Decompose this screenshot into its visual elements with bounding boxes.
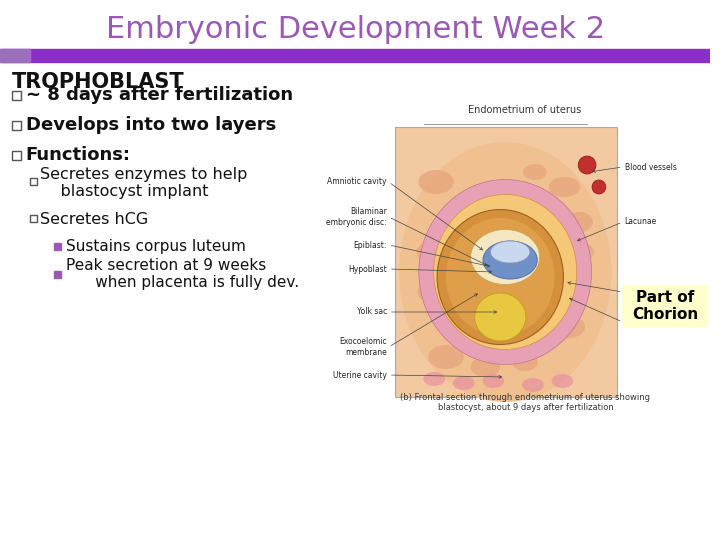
Ellipse shape — [419, 179, 592, 364]
Ellipse shape — [512, 353, 538, 371]
Text: ~ 8 days after fertilization: ~ 8 days after fertilization — [26, 86, 293, 104]
Text: Amniotic cavity: Amniotic cavity — [328, 178, 387, 186]
Ellipse shape — [552, 374, 573, 388]
Text: Bilaminar
embryonic disc:: Bilaminar embryonic disc: — [326, 207, 387, 227]
Text: Exocoelomic
membrane: Exocoelomic membrane — [339, 338, 387, 357]
Ellipse shape — [562, 282, 590, 302]
Text: Endometrium of uterus: Endometrium of uterus — [468, 105, 582, 115]
Bar — [395, 127, 617, 397]
Circle shape — [578, 156, 596, 174]
Ellipse shape — [433, 194, 577, 349]
Ellipse shape — [565, 212, 593, 232]
Ellipse shape — [483, 241, 537, 279]
Ellipse shape — [428, 345, 464, 369]
Ellipse shape — [482, 374, 504, 388]
Ellipse shape — [437, 210, 564, 345]
Text: Hypoblast: Hypoblast — [348, 265, 387, 273]
Ellipse shape — [490, 241, 530, 263]
Ellipse shape — [453, 376, 474, 390]
Text: Epiblast:: Epiblast: — [354, 240, 387, 249]
Bar — [0, 49, 30, 62]
Circle shape — [592, 180, 606, 194]
Text: Develops into two layers: Develops into two layers — [26, 116, 276, 134]
Bar — [12, 91, 21, 99]
Ellipse shape — [523, 164, 546, 180]
Text: Blood vessels: Blood vessels — [624, 163, 677, 172]
Text: Functions:: Functions: — [26, 146, 130, 164]
Bar — [54, 271, 61, 278]
Ellipse shape — [471, 230, 540, 285]
Ellipse shape — [549, 177, 580, 197]
Ellipse shape — [471, 357, 500, 377]
Ellipse shape — [418, 170, 454, 194]
Ellipse shape — [416, 243, 440, 261]
Text: Part of
Chorion: Part of Chorion — [632, 290, 698, 322]
Text: Embryonic Development Week 2: Embryonic Development Week 2 — [106, 16, 605, 44]
Ellipse shape — [474, 293, 526, 341]
Ellipse shape — [446, 218, 554, 336]
Text: Secretes hCG: Secretes hCG — [40, 213, 149, 227]
Ellipse shape — [399, 142, 611, 402]
Text: Lacunae: Lacunae — [624, 218, 657, 226]
Text: Uterine cavity: Uterine cavity — [333, 370, 387, 380]
Text: Secretes enzymes to help
    blastocyst implant: Secretes enzymes to help blastocyst impl… — [40, 167, 248, 199]
Ellipse shape — [554, 316, 585, 338]
Text: (b) Frontal section through endometrium of uterus showing
blastocyst, about 9 da: (b) Frontal section through endometrium … — [400, 393, 650, 412]
Text: Sustains corpus luteum: Sustains corpus luteum — [66, 239, 246, 253]
Bar — [12, 120, 21, 130]
Bar — [12, 151, 21, 159]
Text: Syncytiotrophoblast: Syncytiotrophoblast — [624, 318, 701, 327]
Bar — [30, 214, 37, 221]
Ellipse shape — [522, 378, 544, 392]
Bar — [621, 285, 708, 327]
Bar — [30, 178, 37, 185]
Bar — [0, 49, 711, 62]
Text: TROPHOBLAST: TROPHOBLAST — [12, 72, 184, 92]
Text: Yolk sac: Yolk sac — [356, 307, 387, 316]
Ellipse shape — [570, 243, 594, 261]
Text: Peak secretion at 9 weeks
      when placenta is fully dev.: Peak secretion at 9 weeks when placenta … — [66, 258, 300, 290]
Ellipse shape — [423, 372, 445, 386]
Ellipse shape — [418, 282, 445, 302]
Bar — [54, 242, 61, 249]
Text: Cytotrophoblast: Cytotrophoblast — [624, 287, 686, 296]
